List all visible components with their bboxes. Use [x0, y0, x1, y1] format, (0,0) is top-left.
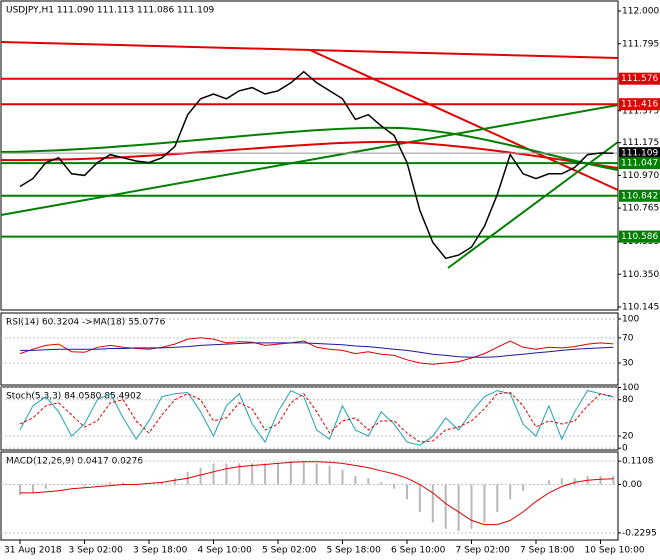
y-tick-label: 100 [622, 383, 639, 393]
x-tick-label: 5 Sep 18:00 [327, 546, 382, 556]
series-line [19, 337, 614, 365]
y-tick-label: 0.00 [622, 480, 642, 490]
y-tick-label: 111.175 [622, 138, 659, 148]
y-tick-label: 112.000 [622, 7, 659, 17]
y-tick-label: 110.970 [622, 171, 659, 181]
y-tick-label: 100 [622, 314, 639, 324]
x-tick-label: 4 Sep 10:00 [198, 546, 253, 556]
chart-title: USDJPY,H1 111.090 111.113 111.086 111.10… [6, 6, 215, 16]
price-level-label: 111.047 [621, 159, 658, 169]
macd-pane [0, 451, 619, 541]
y-tick-label: 110.145 [622, 302, 659, 312]
y-tick-label: -0.2295 [622, 528, 657, 538]
x-tick-label: 7 Sep 02:00 [456, 546, 511, 556]
series-line [20, 342, 614, 358]
y-tick-label: 30 [622, 358, 634, 368]
indicator-title: Stoch(5,3,3) 84.0580 85.4902 [6, 392, 141, 402]
x-tick-label: 3 Sep 18:00 [133, 546, 188, 556]
series-line [19, 70, 614, 260]
price-level-box [619, 230, 660, 243]
x-tick-label: 7 Sep 18:00 [520, 546, 575, 556]
x-tick-label: 5 Sep 02:00 [262, 546, 317, 556]
y-tick-label: 20 [622, 432, 634, 442]
y-tick-label: 110.350 [622, 270, 659, 280]
series-line [20, 461, 614, 526]
trend-line [309, 49, 619, 191]
x-tick-label: 10 Sep 10:00 [585, 546, 645, 556]
x-tick-label: 3 Sep 02:00 [69, 546, 124, 556]
trend-line [0, 41, 619, 59]
price-level-label: 111.416 [621, 100, 658, 110]
x-tick-label: 6 Sep 10:00 [391, 546, 446, 556]
y-tick-label: 111.795 [622, 39, 659, 49]
price-level-label: 111.109 [621, 149, 658, 159]
y-tick-label: 70 [622, 333, 634, 343]
y-tick-label: 80 [622, 395, 634, 405]
rsi-pane [0, 312, 619, 386]
y-tick-label: 110.765 [622, 204, 659, 214]
price-level-label: 110.586 [621, 232, 658, 242]
y-tick-label: 111.375 [622, 106, 659, 116]
price-level-label: 110.842 [621, 191, 658, 201]
price-level-box [619, 189, 660, 202]
main-pane [0, 0, 619, 311]
indicator-title: RSI(14) 60.3204 ->MA(18) 55.0776 [6, 318, 166, 328]
price-level-box [619, 147, 660, 160]
series-line [19, 391, 614, 443]
price-level-box [619, 98, 660, 111]
price-level-box [619, 157, 660, 170]
y-tick-label: 0.1108 [622, 457, 654, 467]
series-line [19, 389, 614, 446]
x-tick-label: 31 Aug 2018 [4, 546, 62, 556]
stoch-pane [0, 386, 619, 451]
price-level-label: 111.576 [621, 74, 658, 84]
price-level-box [619, 72, 660, 85]
y-tick-label: 0 [622, 444, 628, 454]
